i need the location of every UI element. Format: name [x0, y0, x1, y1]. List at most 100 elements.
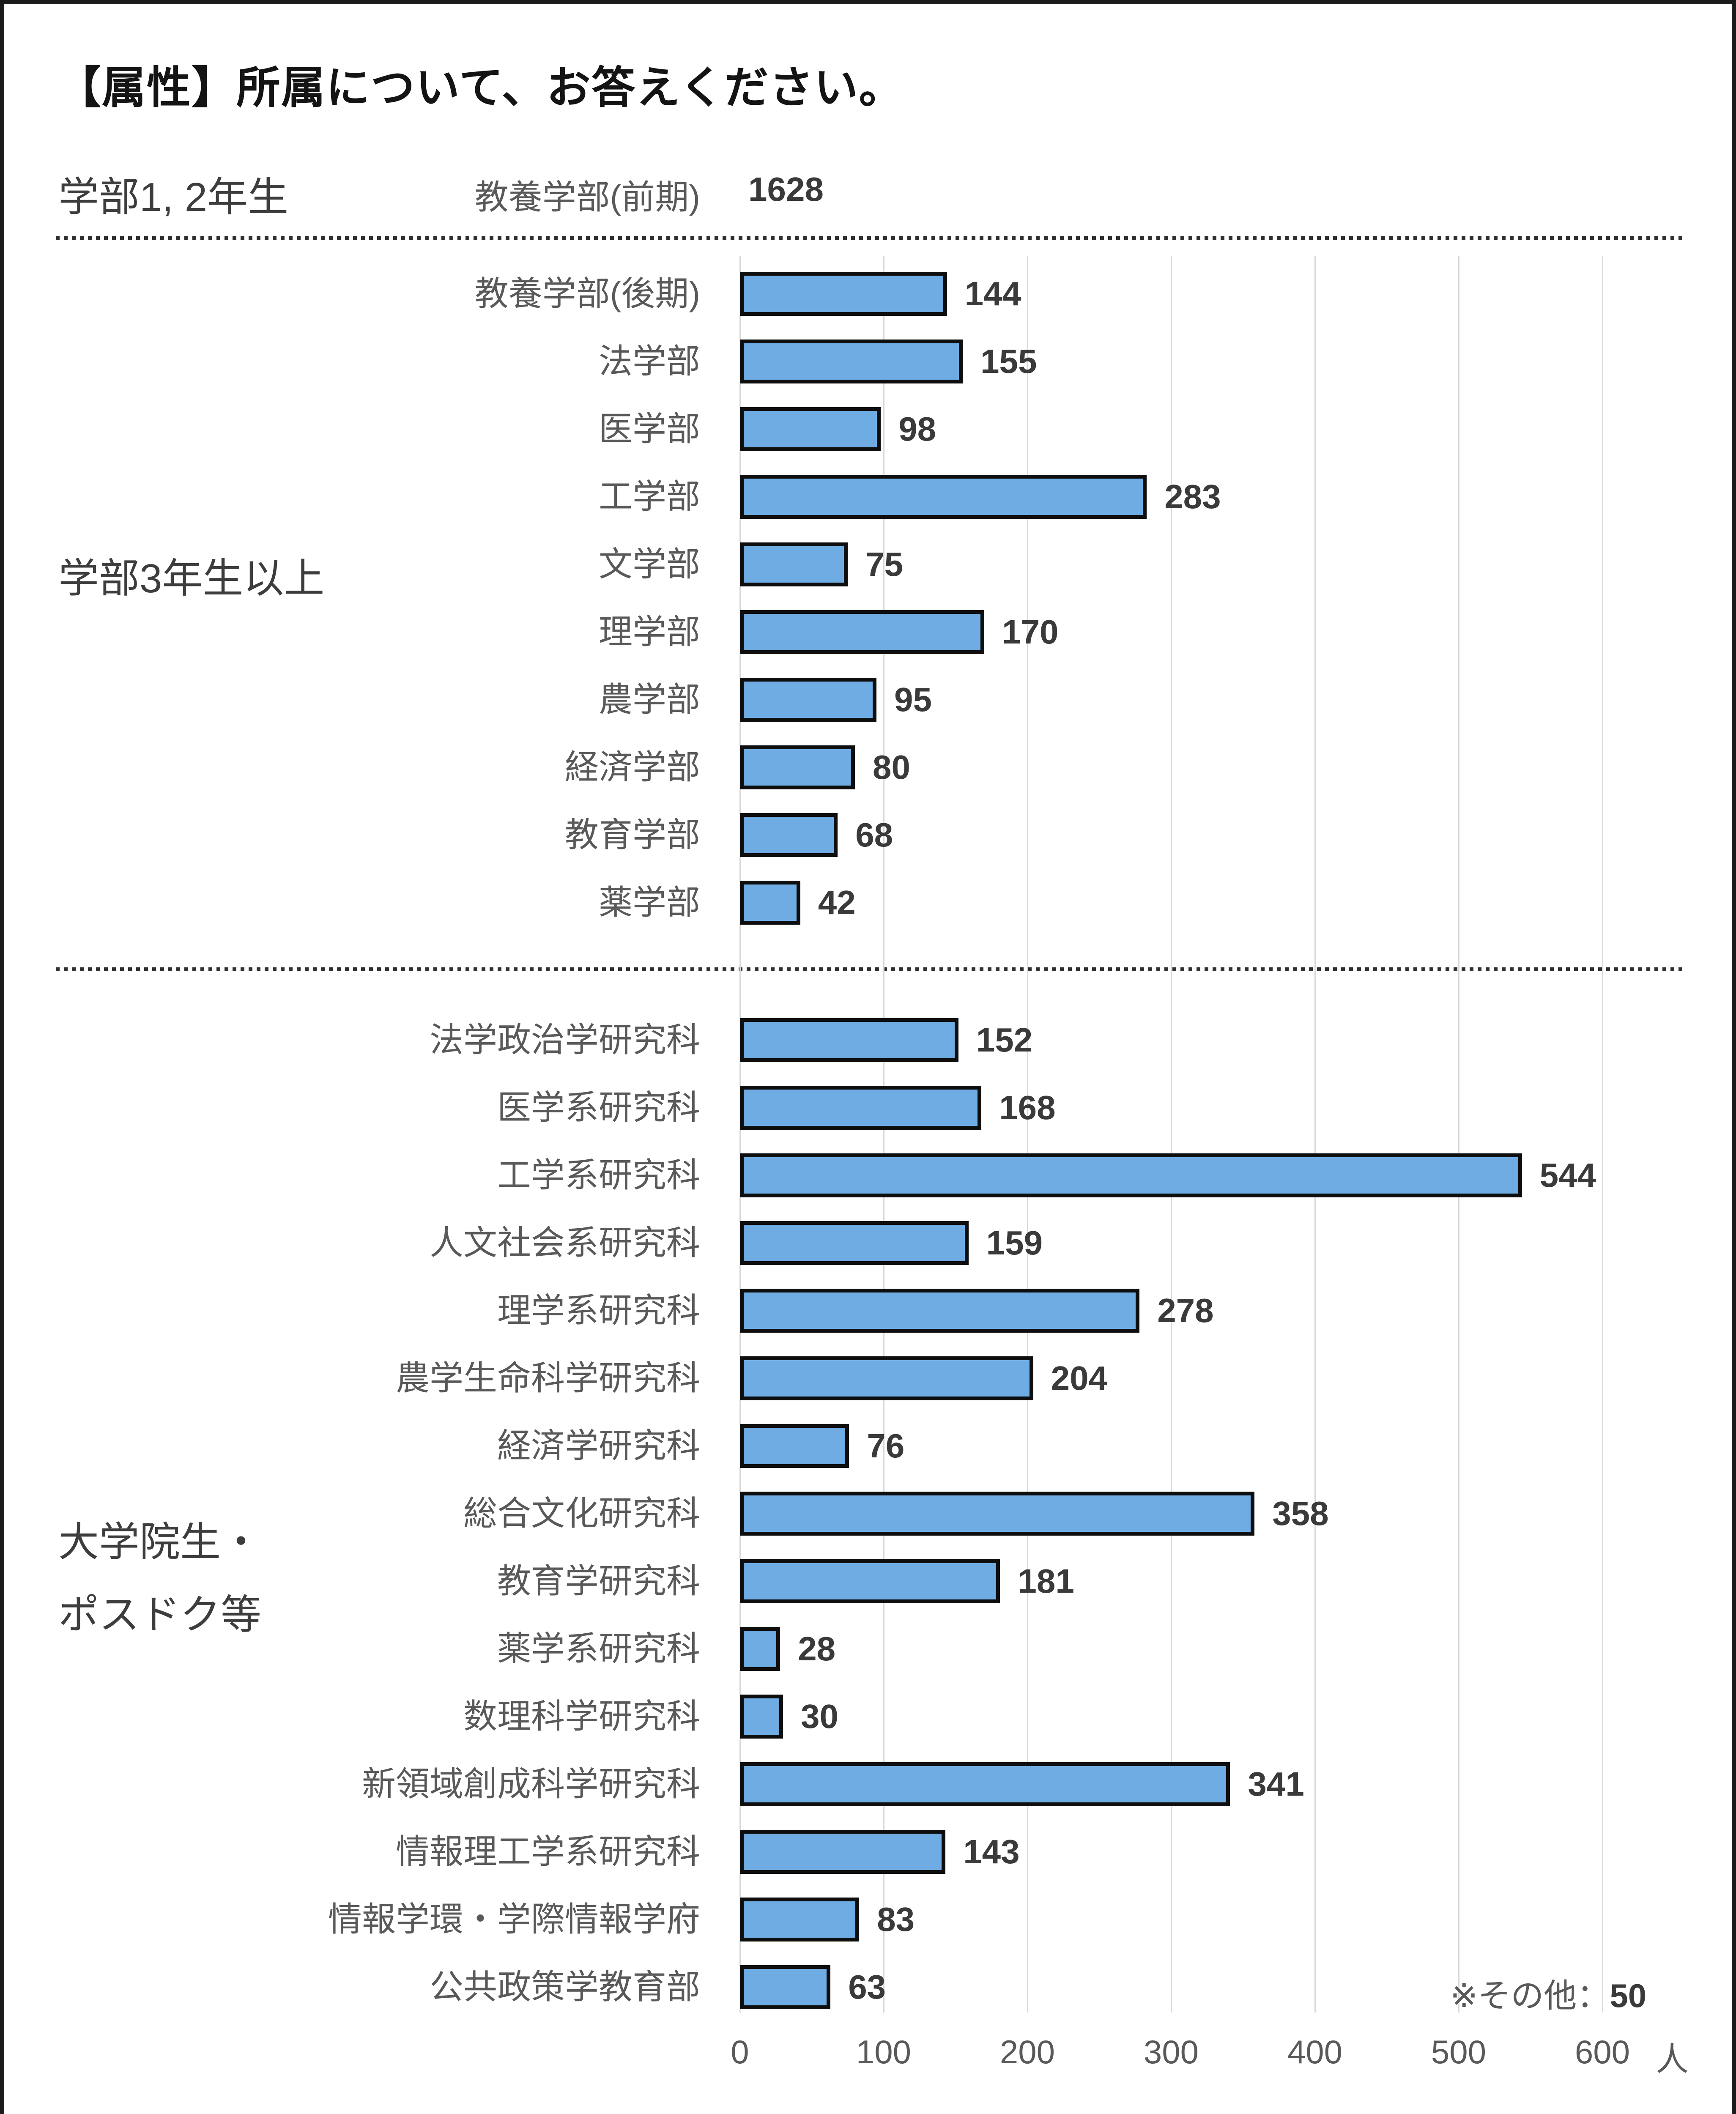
bar-薬学部	[740, 881, 800, 925]
gridline-x-0	[739, 256, 741, 2013]
category-label: 工学系研究科	[497, 1156, 700, 1194]
other-note-value: 50	[1610, 1977, 1647, 2014]
chart-title: 【属性】所属について、お答えください。	[57, 63, 904, 112]
value-label: 68	[855, 816, 893, 854]
category-label: 教育学部	[565, 816, 700, 854]
bar-工学部	[740, 475, 1147, 519]
bar-工学系研究科	[740, 1153, 1522, 1197]
value-label: 341	[1248, 1765, 1304, 1803]
value-label: 278	[1157, 1292, 1214, 1329]
bar-経済学部	[740, 745, 855, 789]
value-label: 28	[798, 1630, 836, 1668]
bar-理学部	[740, 610, 984, 654]
bar-農学生命科学研究科	[740, 1356, 1033, 1400]
category-label: 医学系研究科	[497, 1089, 700, 1126]
bar-公共政策学教育部	[740, 1965, 830, 2009]
value-label: 155	[980, 342, 1037, 380]
bar-医学系研究科	[740, 1086, 981, 1130]
category-label: 農学生命科学研究科	[396, 1359, 700, 1397]
category-label: 法学部	[599, 342, 700, 380]
value-label: 1628	[748, 170, 824, 208]
category-label: 人文社会系研究科	[430, 1224, 700, 1262]
other-note: ※その他：50	[1450, 1969, 1646, 2017]
value-label: 143	[963, 1833, 1020, 1870]
x-tick-label: 300	[1143, 2033, 1199, 2070]
bar-人文社会系研究科	[740, 1221, 969, 1265]
category-label: 薬学部	[599, 884, 700, 921]
gridline-x-100	[883, 256, 884, 2013]
bar-情報学環・学際情報学府	[740, 1898, 859, 1941]
x-tick-label: 200	[999, 2033, 1055, 2070]
bar-医学部	[740, 407, 881, 451]
dotted-divider-1	[56, 236, 1683, 240]
x-tick-label: 400	[1287, 2033, 1343, 2070]
category-label: 農学部	[599, 681, 700, 718]
value-label: 168	[999, 1089, 1056, 1126]
x-tick-label: 500	[1431, 2033, 1487, 2070]
gridline-x-300	[1171, 256, 1172, 2013]
x-tick-label: 100	[856, 2033, 912, 2070]
bar-農学部	[740, 678, 876, 722]
category-label: 工学部	[599, 478, 700, 515]
bar-法学政治学研究科	[740, 1018, 958, 1062]
gridline-x-600	[1602, 256, 1603, 2013]
category-label: 医学部	[599, 410, 700, 448]
bar-教育学部	[740, 813, 838, 857]
x-tick-label: 0	[731, 2033, 749, 2070]
value-label: 76	[867, 1427, 905, 1465]
value-label: 152	[976, 1021, 1033, 1059]
category-label: 薬学系研究科	[497, 1630, 700, 1668]
category-label: 数理科学研究科	[463, 1698, 700, 1735]
category-label: 法学政治学研究科	[430, 1021, 700, 1059]
value-label: 170	[1002, 613, 1059, 651]
gridline-x-400	[1314, 256, 1316, 2013]
other-note-prefix: ※その他：	[1450, 1977, 1610, 2014]
value-label: 358	[1272, 1495, 1329, 1532]
value-label: 204	[1051, 1359, 1108, 1397]
category-label: 経済学研究科	[497, 1427, 700, 1465]
category-label: 情報学環・学際情報学府	[328, 1900, 700, 1938]
bar-教養学部(後期)	[740, 272, 947, 316]
bar-理学系研究科	[740, 1289, 1139, 1333]
value-label: 283	[1164, 478, 1221, 515]
category-label: 総合文化研究科	[463, 1495, 700, 1532]
x-axis-unit-label: 人	[1655, 2040, 1689, 2078]
category-label: 理学部	[599, 613, 700, 651]
value-label: 159	[986, 1224, 1043, 1262]
group-label-undergrad-1-2: 学部1, 2年生	[58, 175, 289, 220]
category-label: 新領域創成科学研究科	[362, 1765, 700, 1803]
category-label: 教育学研究科	[497, 1562, 700, 1600]
bar-数理科学研究科	[740, 1695, 783, 1739]
value-label: 544	[1539, 1156, 1596, 1194]
bar-総合文化研究科	[740, 1492, 1254, 1536]
dotted-divider-2	[56, 967, 1683, 971]
category-label: 経済学部	[565, 748, 700, 786]
value-label: 42	[818, 884, 856, 921]
value-label: 181	[1018, 1562, 1074, 1600]
value-label: 80	[873, 748, 910, 786]
value-label: 83	[877, 1900, 915, 1938]
bar-法学部	[740, 340, 963, 383]
category-label: 公共政策学教育部	[430, 1968, 700, 2006]
category-label: 文学部	[599, 545, 700, 583]
bar-文学部	[740, 542, 848, 586]
bar-経済学研究科	[740, 1424, 849, 1468]
value-label: 144	[964, 275, 1021, 312]
category-label: 教養学部(前期)	[474, 178, 700, 216]
value-label: 30	[801, 1698, 838, 1735]
bar-情報理工学系研究科	[740, 1830, 945, 1874]
bar-薬学系研究科	[740, 1627, 780, 1671]
category-label: 教養学部(後期)	[474, 275, 700, 312]
value-label: 95	[894, 681, 932, 718]
value-label: 98	[898, 410, 936, 448]
value-label: 75	[865, 545, 903, 583]
bar-教育学研究科	[740, 1559, 1000, 1603]
bar-新領域創成科学研究科	[740, 1762, 1230, 1806]
gridline-x-500	[1458, 256, 1459, 2013]
value-label: 63	[848, 1968, 886, 2006]
group-label-undergrad-3plus: 学部3年生以上	[58, 556, 325, 601]
group-label-grad-postdoc: 大学院生・ポスドク等	[58, 1520, 261, 1638]
category-label: 情報理工学系研究科	[396, 1833, 700, 1870]
x-tick-label: 600	[1574, 2033, 1630, 2070]
